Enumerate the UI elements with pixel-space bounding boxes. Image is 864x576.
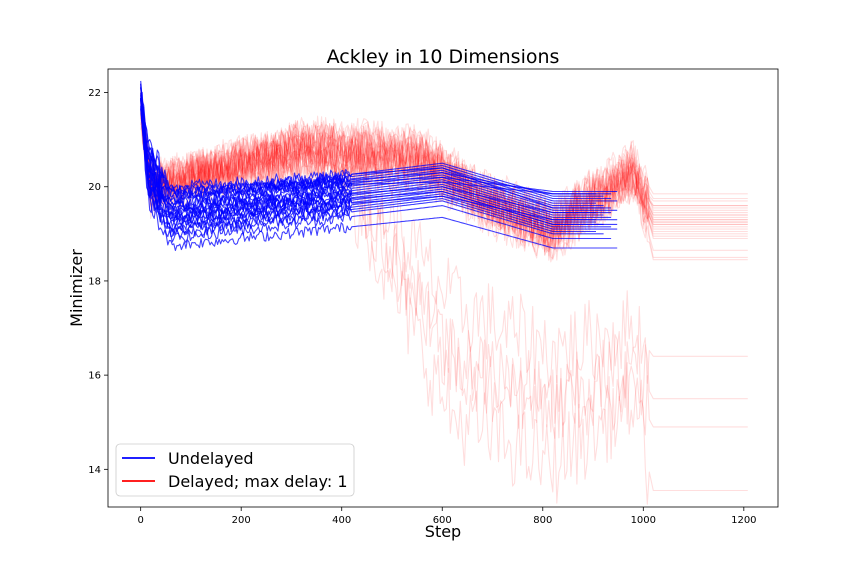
delayed-run-line (140, 87, 748, 243)
delayed-run-line (140, 99, 748, 251)
x-axis-ticks: 0 200 400 600 800 1000 1200 (137, 507, 757, 526)
delayed-run-line (140, 87, 748, 249)
x-tick-label: 0 (137, 515, 143, 526)
legend-label-delayed: Delayed; max delay: 1 (168, 472, 348, 491)
y-axis-ticks: 14 16 18 20 22 (88, 88, 108, 476)
undelayed-run-line (140, 87, 604, 209)
x-axis-label: Step (425, 522, 461, 541)
delayed-run-line (140, 113, 748, 505)
delayed-run-line (140, 108, 748, 442)
delayed-run-line (140, 110, 748, 253)
delayed-run-line (140, 112, 748, 248)
delayed-run-line (140, 99, 748, 240)
delayed-run-line (140, 121, 748, 239)
x-tick-label: 800 (533, 515, 552, 526)
undelayed-run-line (140, 100, 618, 225)
plot-frame (107, 68, 779, 508)
delayed-run-line (140, 118, 748, 439)
x-tick-label: 400 (332, 515, 351, 526)
y-tick-label: 22 (88, 88, 101, 99)
undelayed-run-line (140, 100, 612, 214)
undelayed-run-line (140, 98, 618, 197)
y-tick-label: 20 (88, 182, 101, 193)
undelayed-run-line (140, 100, 612, 196)
undelayed-run-line (140, 98, 618, 214)
delayed-run-line (140, 110, 748, 238)
x-tick-label: 600 (433, 515, 452, 526)
legend-label-undelayed: Undelayed (168, 449, 254, 468)
delayed-run-line (140, 101, 748, 240)
delayed-run-line (140, 91, 748, 248)
delayed-run-line (140, 101, 748, 231)
delayed-run-line (140, 120, 748, 250)
y-tick-label: 16 (88, 371, 101, 382)
undelayed-run-line (140, 83, 612, 231)
delayed-run-line (140, 111, 748, 253)
plot-lines (140, 80, 748, 505)
x-tick-label: 200 (232, 515, 251, 526)
y-tick-label: 14 (88, 465, 101, 476)
legend-box (115, 443, 355, 497)
delayed-run-line (140, 83, 748, 230)
y-axis-label: Minimizer (67, 249, 86, 327)
legend: Undelayed Delayed; max delay: 1 (115, 443, 355, 497)
x-tick-label: 1200 (731, 515, 756, 526)
x-tick-label: 1000 (631, 515, 656, 526)
undelayed-run-line (140, 108, 618, 206)
delayed-run-line (140, 111, 748, 388)
undelayed-run-line (140, 98, 618, 252)
y-tick-label: 18 (88, 276, 101, 287)
chart-title: Ackley in 10 Dimensions (327, 46, 560, 68)
delayed-run-line (140, 101, 748, 253)
